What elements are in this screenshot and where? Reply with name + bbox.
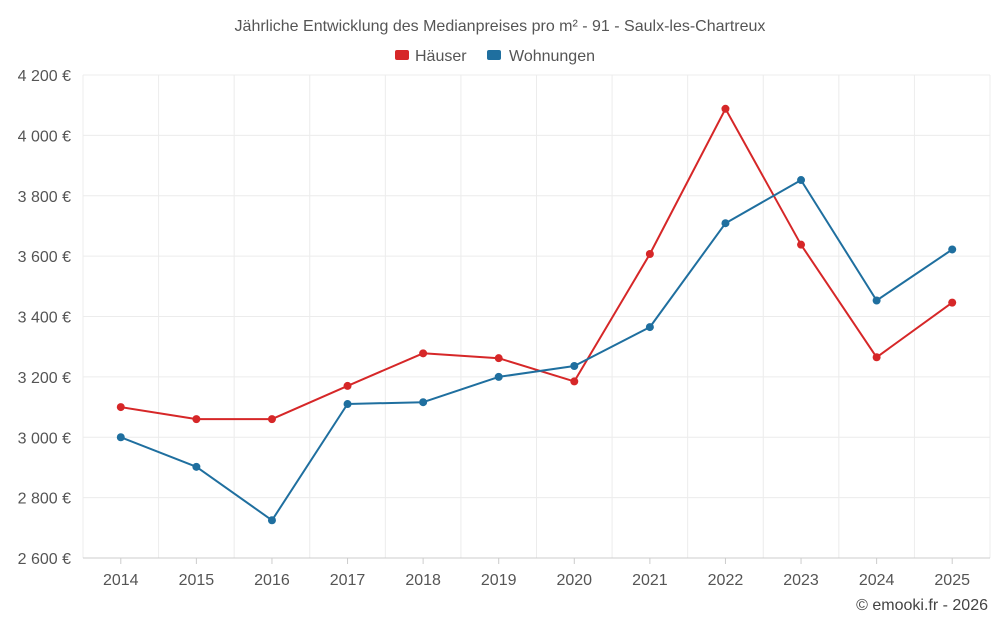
- y-tick-label: 3 600 €: [18, 249, 71, 266]
- legend-swatch-wohnungen: [487, 50, 501, 60]
- x-tick-label: 2024: [859, 572, 895, 589]
- x-tick-label: 2018: [405, 572, 441, 589]
- data-point-wohnungen[interactable]: [872, 296, 881, 305]
- y-tick-label: 3 000 €: [18, 430, 71, 447]
- y-tick-label: 2 600 €: [18, 551, 71, 568]
- data-point-wohnungen[interactable]: [645, 323, 654, 332]
- data-point-haeuser[interactable]: [267, 415, 276, 424]
- series-layer: [116, 104, 957, 525]
- data-point-haeuser[interactable]: [343, 381, 352, 390]
- x-tick-label: 2017: [330, 572, 366, 589]
- grid: [82, 74, 991, 558]
- data-point-wohnungen[interactable]: [570, 362, 579, 371]
- data-point-wohnungen[interactable]: [192, 462, 201, 471]
- data-point-haeuser[interactable]: [948, 298, 957, 307]
- legend-item-wohnungen[interactable]: Wohnungen: [487, 48, 595, 65]
- x-tick-label: 2019: [481, 572, 517, 589]
- legend-label-wohnungen: Wohnungen: [509, 48, 595, 65]
- data-point-wohnungen[interactable]: [948, 245, 957, 254]
- data-point-wohnungen[interactable]: [721, 219, 730, 228]
- data-point-wohnungen[interactable]: [494, 372, 503, 381]
- legend-item-haeuser[interactable]: Häuser: [395, 48, 467, 65]
- legend: Häuser Wohnungen: [395, 48, 595, 65]
- data-point-haeuser[interactable]: [116, 403, 125, 412]
- y-tick-label: 2 800 €: [18, 491, 71, 508]
- x-tick-label: 2023: [783, 572, 819, 589]
- chart-title: Jährliche Entwicklung des Medianpreises …: [235, 18, 766, 35]
- data-point-haeuser[interactable]: [494, 354, 503, 363]
- y-tick-label: 4 200 €: [18, 68, 71, 85]
- x-tick-label: 2025: [934, 572, 970, 589]
- data-point-wohnungen[interactable]: [797, 176, 806, 185]
- data-point-haeuser[interactable]: [192, 415, 201, 424]
- x-tick-label: 2016: [254, 572, 290, 589]
- data-point-wohnungen[interactable]: [116, 433, 125, 442]
- legend-swatch-haeuser: [395, 50, 409, 60]
- data-point-haeuser[interactable]: [872, 353, 881, 362]
- legend-label-haeuser: Häuser: [415, 48, 467, 65]
- series-line-haeuser: [120, 107, 953, 421]
- y-tick-label: 3 200 €: [18, 370, 71, 387]
- data-point-wohnungen[interactable]: [419, 398, 428, 407]
- data-point-wohnungen[interactable]: [267, 516, 276, 525]
- data-point-haeuser[interactable]: [721, 104, 730, 113]
- data-point-haeuser[interactable]: [419, 349, 428, 358]
- x-tick-label: 2014: [103, 572, 139, 589]
- y-tick-label: 3 800 €: [18, 189, 71, 206]
- x-tick-label: 2020: [556, 572, 592, 589]
- credit: © emooki.fr - 2026: [856, 597, 988, 614]
- data-point-haeuser[interactable]: [570, 377, 579, 386]
- y-tick-label: 4 000 €: [18, 128, 71, 145]
- x-axis: 2014 2015 2016 2017 2018 2019 2020 2021 2022 2023…: [83, 557, 990, 589]
- data-point-wohnungen[interactable]: [343, 400, 352, 409]
- x-tick-label: 2022: [708, 572, 744, 589]
- data-point-haeuser[interactable]: [645, 250, 654, 259]
- y-axis: 2 600 € 2 800 € 3 000 € 3 200 € 3 400 € 3 600…: [18, 68, 71, 568]
- x-tick-label: 2021: [632, 572, 668, 589]
- data-point-haeuser[interactable]: [797, 240, 806, 249]
- x-tick-label: 2015: [179, 572, 215, 589]
- y-tick-label: 3 400 €: [18, 310, 71, 327]
- series-line-wohnungen: [120, 179, 953, 522]
